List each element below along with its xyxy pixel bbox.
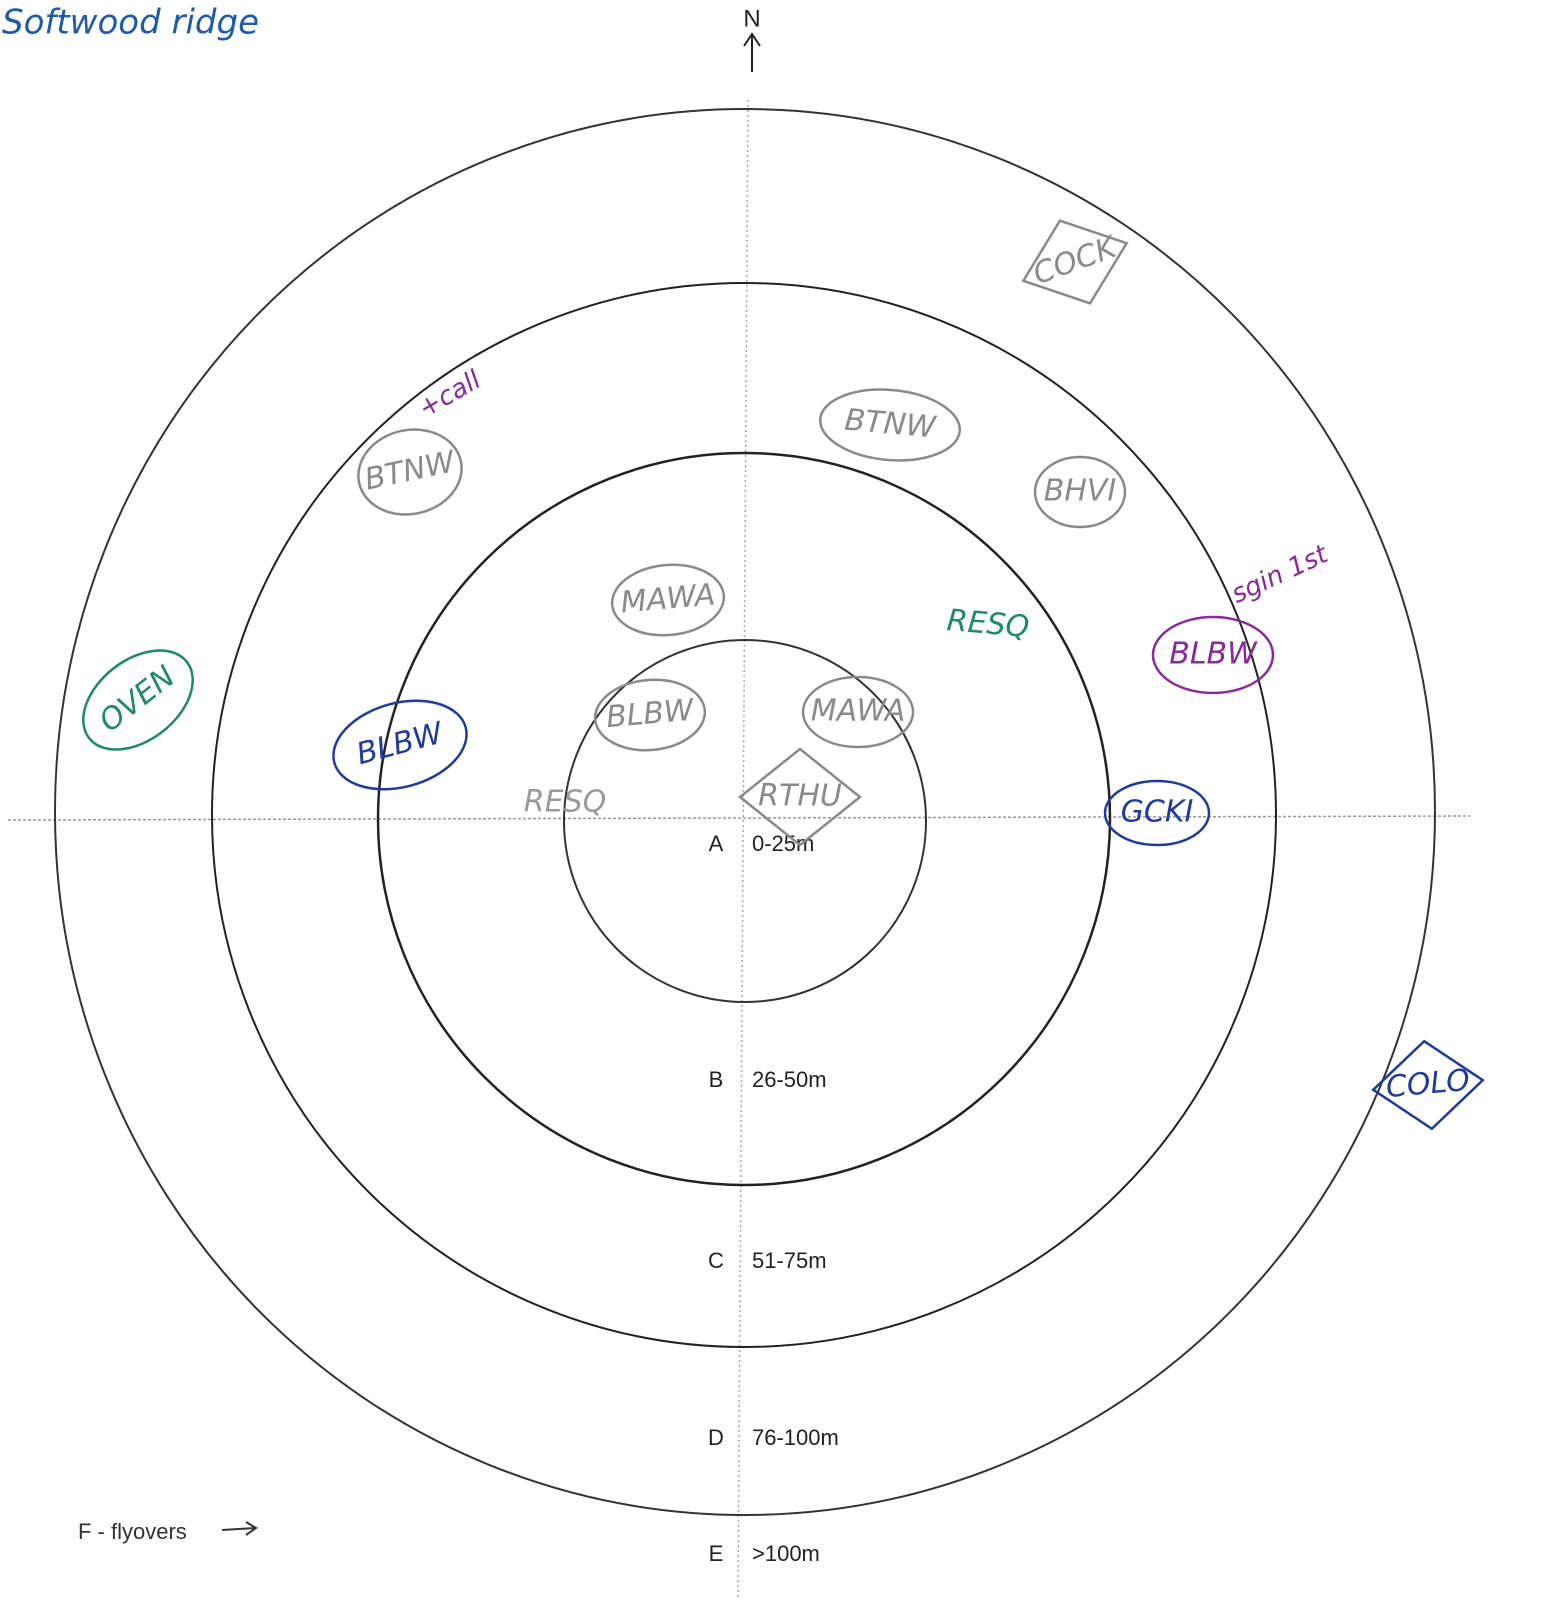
bird-code: RESQ (524, 785, 606, 820)
bird-circle (82, 649, 194, 751)
bird-code: RESQ (945, 603, 1030, 645)
ring-letter: D (708, 1425, 724, 1450)
bird-record: GCKI (1103, 779, 1211, 847)
ring-range: 0-25m (752, 831, 814, 856)
bird-record: BLBW (332, 699, 468, 791)
ring-letter: E (709, 1541, 724, 1566)
ew-axis (7, 815, 1471, 821)
north-arrowhead (743, 32, 761, 47)
bird-circle (1103, 779, 1211, 847)
flyovers-arrow (221, 1521, 258, 1536)
ring-a (563, 639, 927, 1003)
bird-circle (818, 388, 962, 462)
bird-record: RESQ (524, 785, 606, 820)
bird-record: COCK (1021, 219, 1129, 305)
ns-axis (737, 99, 749, 1601)
bird-record: RTHU (737, 747, 863, 847)
bird-code: BTNW (843, 403, 938, 446)
ring-letter: B (709, 1067, 724, 1092)
bird-record: BHVI (1033, 455, 1127, 529)
bird-record: BLBW (1151, 615, 1275, 695)
bird-code: MAWA (619, 577, 716, 620)
bird-record: BTNW (357, 428, 463, 516)
bird-circle (332, 699, 468, 791)
bird-record: RESQ (945, 603, 1030, 645)
flyovers-label: F - flyovers (78, 1519, 187, 1544)
bird-circle (801, 675, 915, 749)
ring-letter: C (708, 1248, 724, 1273)
bird-code: MAWA (811, 694, 906, 729)
sheet-title: Softwood ridge (2, 3, 259, 43)
bird-code: COCK (1029, 229, 1123, 292)
bird-record: MAWA (610, 563, 726, 637)
bird-circle (1033, 455, 1127, 529)
bird-circle (610, 563, 726, 637)
bird-record: BTNW (818, 388, 962, 462)
annotation: +call (413, 365, 486, 425)
bird-record: MAWA (801, 675, 915, 749)
bird-diamond (737, 747, 863, 847)
bird-diamond (1021, 219, 1129, 305)
ring-letter: A (709, 831, 724, 856)
bird-record: COLO (1371, 1039, 1485, 1131)
bird-code: COLO (1385, 1063, 1472, 1105)
annotation: sgin 1st (1227, 539, 1333, 610)
ring-c (211, 282, 1277, 1348)
bird-code: BLBW (1169, 637, 1258, 672)
ring-d (54, 108, 1436, 1516)
bird-code: BLBW (353, 715, 448, 772)
bird-circle (1151, 615, 1275, 695)
bird-code: BHVI (1044, 474, 1117, 509)
bird-circle (357, 428, 463, 516)
ring-range: 76-100m (752, 1425, 839, 1450)
bird-circle (593, 678, 707, 752)
bird-code: GCKI (1121, 795, 1194, 830)
ring-range: >100m (752, 1541, 820, 1566)
ring-range: 51-75m (752, 1248, 827, 1273)
ring-range: 26-50m (752, 1067, 827, 1092)
bird-code: BLBW (605, 693, 697, 736)
ring-b (376, 451, 1112, 1187)
bird-code: RTHU (758, 779, 842, 814)
bird-record: OVEN (82, 649, 194, 751)
bird-diamond (1371, 1039, 1485, 1131)
north-label: N (743, 5, 760, 32)
bird-record: BLBW (593, 678, 707, 752)
bird-code: BTNW (362, 444, 460, 497)
